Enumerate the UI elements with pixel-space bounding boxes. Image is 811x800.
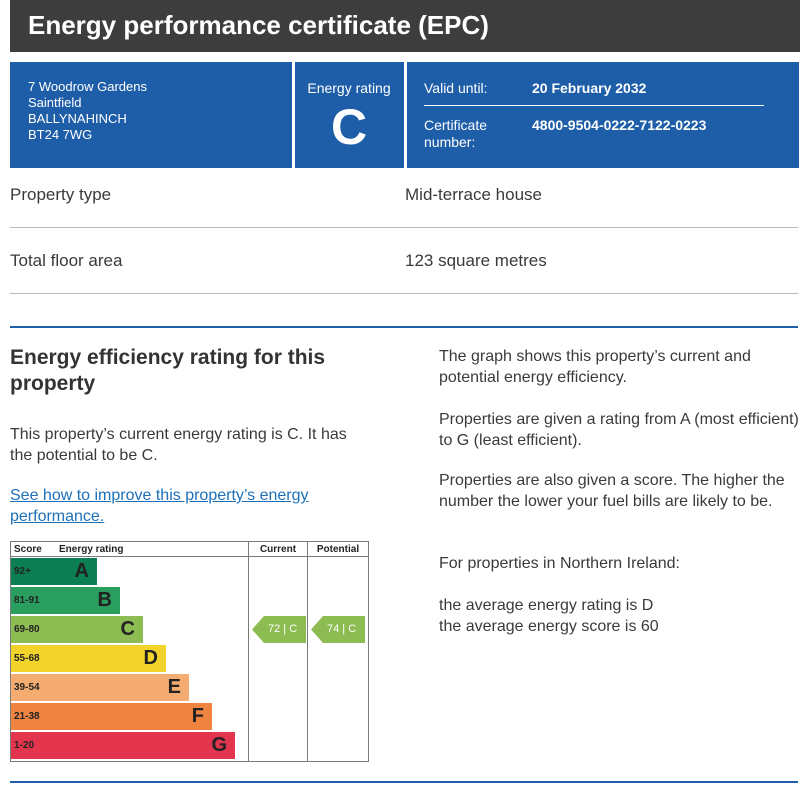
rating-band-d: 55-68 D <box>11 645 166 672</box>
summary-inner-divider <box>424 105 764 106</box>
potential-column-divider <box>307 542 308 761</box>
rating-band-c: 69-80 C <box>11 616 143 643</box>
band-letter-label: E <box>167 676 181 698</box>
certificate-label-line-2: number: <box>424 134 476 150</box>
address-line-3: BALLYNAHINCH <box>28 111 127 126</box>
band-letter-label: G <box>211 734 227 756</box>
band-score-label: 55-68 <box>14 653 40 664</box>
property-type-value: Mid-terrace house <box>405 185 543 204</box>
rating-band-g: 1-20 G <box>11 732 235 759</box>
summary-panel: 7 Woodrow Gardens Saintfield BALLYNAHINC… <box>10 62 799 168</box>
row-divider <box>10 293 798 294</box>
property-address: 7 Woodrow Gardens Saintfield BALLYNAHINC… <box>28 79 147 143</box>
score-column-header: Score <box>14 544 42 555</box>
section-divider <box>10 781 798 783</box>
band-letter-label: C <box>120 618 135 640</box>
row-divider <box>10 227 798 228</box>
property-type-label: Property type <box>10 185 112 204</box>
valid-until-label: Valid until: <box>424 80 488 96</box>
efficiency-heading: Energy efficiency rating for this proper… <box>10 346 326 395</box>
energy-rating-value: C <box>330 99 368 155</box>
improve-energy-link[interactable]: See how to improve this property’s energ… <box>10 487 309 525</box>
rating-band-a: 92+ A <box>11 558 97 585</box>
score-explanation: Properties are also given a score. The h… <box>439 472 785 510</box>
valid-until-value: 20 February 2032 <box>532 80 647 96</box>
band-score-label: 21-38 <box>14 711 40 722</box>
energy-rating-label: Energy rating <box>307 80 391 96</box>
address-line-2: Saintfield <box>28 95 82 110</box>
band-letter-label: A <box>74 560 89 582</box>
certificate-number-label: Certificate number: <box>424 117 487 151</box>
certificate-number-value: 4800-9504-0222-7122-0223 <box>532 117 707 133</box>
current-column-divider <box>248 542 249 761</box>
section-divider <box>10 326 798 328</box>
summary-divider-1 <box>292 62 295 168</box>
rating-explanation: Properties are given a rating from A (mo… <box>439 411 799 449</box>
certificate-label-line-1: Certificate <box>424 117 488 133</box>
average-rating: the average energy rating is D <box>439 597 654 614</box>
potential-rating-marker: 74 | C <box>311 616 365 643</box>
band-score-label: 69-80 <box>14 624 40 635</box>
current-column-header: Current <box>259 544 297 555</box>
address-line-4: BT24 7WG <box>28 127 93 142</box>
potential-rating-marker-label: 74 | C <box>327 623 357 635</box>
potential-rating-marker-arrow <box>311 616 365 643</box>
ni-intro: For properties in Northern Ireland: <box>439 555 680 572</box>
title-bar: Energy performance certificate (EPC) <box>10 0 800 52</box>
potential-column-header: Potential <box>316 544 360 555</box>
current-rating-marker-arrow <box>252 616 306 643</box>
rating-band-b: 81-91 B <box>11 587 120 614</box>
page-title: Energy performance certificate (EPC) <box>28 10 489 40</box>
summary-divider-2 <box>404 62 407 168</box>
rating-band-f: 21-38 F <box>11 703 212 730</box>
band-score-label: 1-20 <box>14 740 35 751</box>
band-score-label: 39-54 <box>14 682 40 693</box>
energy-rating-chart: Score Energy rating Current Potential 92… <box>10 541 369 762</box>
graph-explanation: The graph shows this property’s current … <box>439 348 751 386</box>
band-score-label: 81-91 <box>14 595 40 606</box>
rating-band-e: 39-54 E <box>11 674 189 701</box>
band-letter-label: D <box>143 647 158 669</box>
average-score: the average energy score is 60 <box>439 618 659 635</box>
band-score-label: 92+ <box>14 566 31 577</box>
current-rating-marker: 72 | C <box>252 616 306 643</box>
address-line-1: 7 Woodrow Gardens <box>28 79 147 94</box>
floor-area-label: Total floor area <box>10 251 123 270</box>
band-letter-label: B <box>97 589 112 611</box>
chart-header: Score Energy rating Current Potential <box>11 542 368 557</box>
rating-column-header: Energy rating <box>59 544 124 555</box>
efficiency-description: This property’s current energy rating is… <box>10 426 347 464</box>
floor-area-value: 123 square metres <box>405 251 547 270</box>
band-letter-label: F <box>191 705 204 727</box>
current-rating-marker-label: 72 | C <box>268 623 298 635</box>
